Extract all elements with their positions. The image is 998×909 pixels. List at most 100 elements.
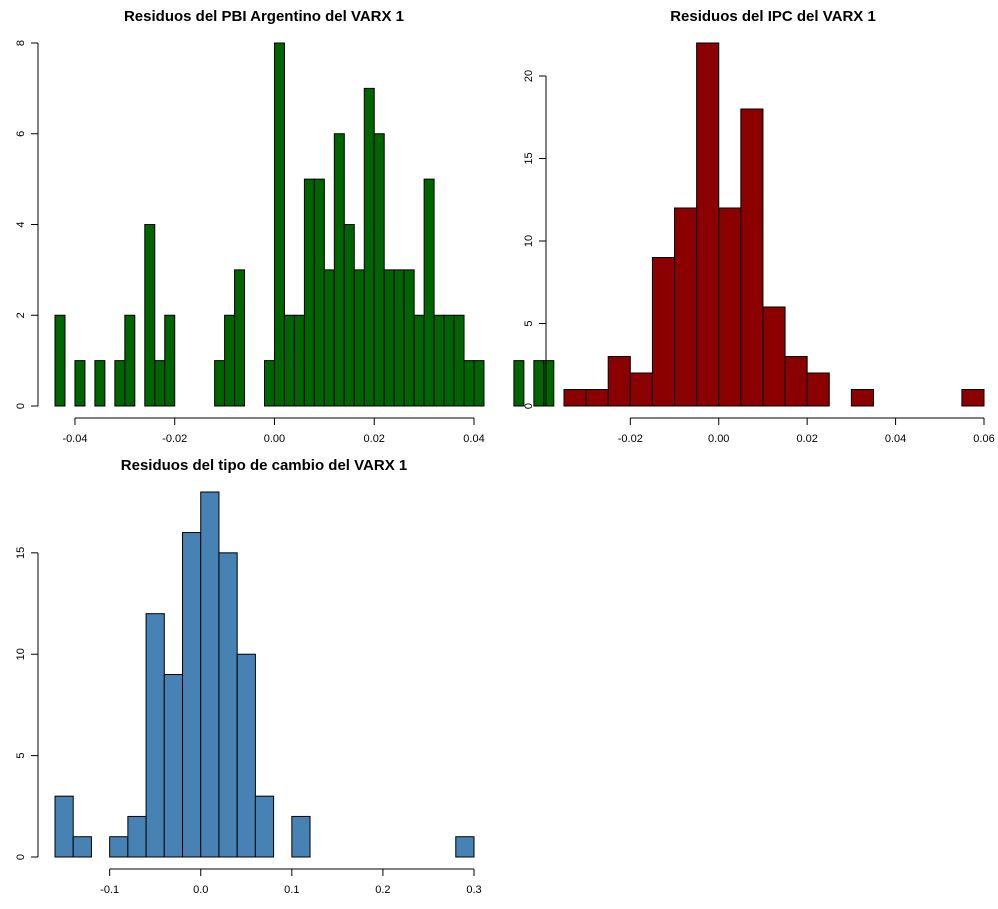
y-tick-label: 10 [523,235,535,247]
x-tick-label: 0.04 [463,433,484,445]
histogram-bar [145,613,165,858]
histogram-bar [762,306,786,407]
histogram-bar [453,314,465,407]
histogram-bar [109,836,129,858]
histogram-bar [124,314,136,407]
histogram-bar [313,178,325,407]
y-tick-label: 10 [15,648,27,660]
histogram-bar [200,491,220,858]
y-tick-label: 5 [15,753,27,759]
x-tick-label: 0.2 [375,884,390,896]
histogram-bar [373,133,385,407]
x-tick-label: 0.0 [193,884,208,896]
histogram-bar [154,360,166,407]
x-tick-label: -0.02 [618,433,643,445]
histogram-bar [74,360,86,407]
histogram-bar [607,356,631,407]
histogram-bar [72,836,92,858]
x-tick-label: -0.1 [100,884,119,896]
histogram-bar [234,269,246,407]
y-tick-label: 5 [523,320,535,326]
histogram-bar [114,360,126,407]
histogram-bar [254,795,275,858]
y-tick-label: 20 [523,70,535,82]
x-tick-label: -0.02 [162,433,187,445]
y-tick-label: 4 [15,221,27,227]
histogram-bar [393,269,405,407]
histogram-bar [784,356,808,407]
histogram-bar [224,314,236,407]
y-tick-label: 15 [523,152,535,164]
histogram-bar [353,269,365,407]
y-tick-label: 8 [15,40,27,46]
histogram-bar [144,224,156,407]
histogram-bar [343,224,355,407]
histogram-ipc-panel: Residuos del IPC del VARX 1 -0.02 0.00 0.0… [523,8,995,445]
histogram-bar [413,314,425,407]
histogram-bar [629,372,653,407]
histogram-bar [323,269,335,407]
histogram-bar [214,360,226,407]
histogram-bar [961,389,985,407]
histogram-bar [94,360,106,407]
histogram-bar [740,108,764,407]
histogram-tipo-cambio-panel: Residuos del tipo de cambio del VARX 1 -… [15,457,482,896]
histogram-bar [303,178,315,407]
histogram-bar [291,815,311,858]
histogram-bar [283,314,295,407]
y-tick-label: 2 [15,312,27,318]
histogram-bar [513,360,525,407]
histogram-bar [163,674,184,858]
x-tick-label: 0.02 [796,433,817,445]
x-tick-label: 0.00 [708,433,729,445]
chart-title: Residuos del tipo de cambio del VARX 1 [121,457,407,474]
x-tick-label: 0.06 [973,433,994,445]
y-tick-label: 0 [15,403,27,409]
histogram-bar [718,207,742,407]
histogram-bar [333,133,345,407]
x-tick-label: 0.3 [466,884,481,896]
y-tick-label: 6 [15,131,27,137]
histogram-bar [543,360,555,407]
x-tick-label: -0.04 [62,433,87,445]
x-tick-label: 0.1 [284,884,299,896]
histogram-bar [850,389,874,407]
y-tick-label: 0 [15,854,27,860]
histogram-bar [383,269,395,407]
histogram-bar [236,653,256,858]
histogram-bar [264,360,275,407]
histogram-bar [696,42,720,407]
chart-title: Residuos del PBI Argentino del VARX 1 [124,8,404,25]
histogram-bar [563,389,587,407]
histogram-bar [403,269,415,407]
histogram-bar [423,178,435,407]
y-tick-label: 15 [15,547,27,559]
histogram-bar [54,314,66,407]
histogram-bar [182,532,202,858]
histogram-bar [363,87,375,407]
x-tick-label: 0.04 [885,433,906,445]
x-tick-label: 0.02 [364,433,385,445]
x-tick-label: 0.00 [264,433,285,445]
histogram-bar [533,360,545,407]
histogram-bar [806,372,830,407]
histogram-bar [164,314,176,407]
histogram-bar [127,815,147,858]
histogram-pbi-panel: Residuos del PBI Argentino del VARX 1 -0… [15,8,555,445]
y-tick-label: 0 [523,403,535,409]
histogram-bar [585,389,609,407]
histogram-bar [54,795,74,858]
histogram-bar [473,360,485,407]
histogram-bar [293,314,305,407]
histogram-bar [443,314,455,407]
histogram-bar [433,314,445,407]
histogram-bar [218,552,238,858]
chart-title: Residuos del IPC del VARX 1 [670,8,876,25]
histogram-bar [651,257,676,407]
histogram-bar [463,360,475,407]
histogram-bar [674,207,698,407]
histogram-bar [455,836,475,858]
histogram-bar [273,42,285,407]
